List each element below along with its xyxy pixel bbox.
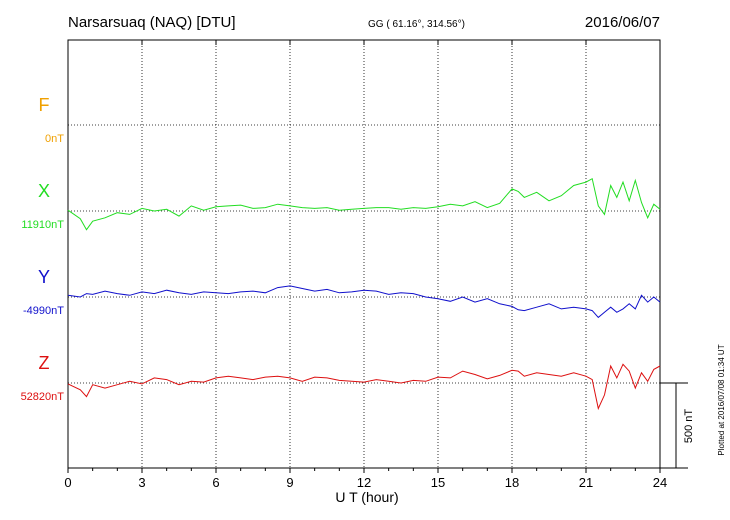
date-label: 2016/06/07 (585, 14, 660, 31)
component-baseline-x: 11910nT (21, 219, 64, 231)
series-line-y (67, 285, 661, 319)
x-axis-title: U T (hour) (335, 489, 398, 505)
component-baseline-y: -4990nT (23, 305, 64, 317)
x-tick-label: 21 (579, 475, 593, 490)
component-labels: F 0nT X 11910nT Y -4990nT Z 52820nT (21, 95, 65, 403)
component-letter-x: X (38, 181, 50, 201)
x-tick-label: 3 (138, 475, 145, 490)
coordinates-label: GG ( 61.16°, 314.56°) (368, 19, 465, 30)
component-letter-z: Z (39, 353, 50, 373)
x-tick-label: 12 (357, 475, 371, 490)
series-layer (67, 177, 661, 411)
x-axis-ticks: 0 3 6 9 12 15 18 21 24 (64, 40, 667, 490)
series-line-x (67, 177, 661, 231)
component-baseline-f: 0nT (45, 133, 64, 145)
component-letter-f: F (39, 95, 50, 115)
x-tick-label: 0 (64, 475, 71, 490)
x-tick-label: 15 (431, 475, 445, 490)
x-tick-label: 18 (505, 475, 519, 490)
series-line-z (67, 363, 661, 411)
station-title: Narsarsuaq (NAQ) [DTU] (68, 14, 236, 31)
x-tick-label: 9 (286, 475, 293, 490)
scale-bar: 500 nT (660, 382, 695, 469)
scale-bar-label: 500 nT (683, 409, 695, 444)
plotted-timestamp: Plotted at 2016/07/08 01:34 UT (717, 344, 726, 455)
component-letter-y: Y (38, 267, 50, 287)
component-baseline-z: 52820nT (21, 391, 65, 403)
grid-lines (68, 40, 660, 468)
x-tick-label: 24 (653, 475, 667, 490)
x-tick-label: 6 (212, 475, 219, 490)
